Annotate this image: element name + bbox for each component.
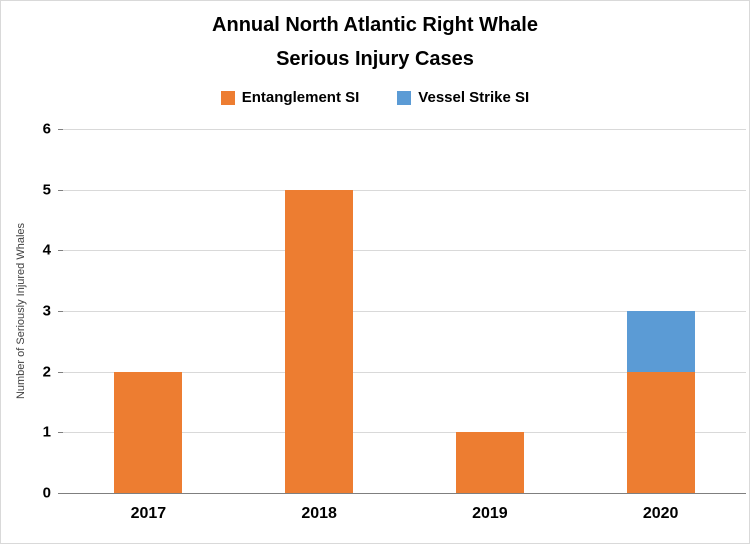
y-tick-label-0: 0 [42,484,51,502]
plot-area [63,129,746,494]
legend: Entanglement SI Vessel Strike SI [1,89,749,106]
x-label-2020: 2020 [642,505,679,522]
x-label-2018: 2018 [301,505,337,522]
y-tick-label-6: 6 [42,120,51,138]
gridline-y-6 [63,129,746,130]
y-tick-mark-4 [58,250,63,252]
y-tick-label-1: 1 [42,423,51,441]
y-tick-mark-0 [58,493,63,494]
legend-label-vessel-strike: Vessel Strike SI [418,89,530,106]
gridline-y-5 [63,189,746,191]
gridline-y-3 [63,311,746,312]
x-axis: 2017 2018 2019 2020 [63,505,746,531]
gridline-y-1 [63,432,746,434]
legend-item-entanglement: Entanglement SI [220,89,360,106]
gridline-y-4 [63,250,746,252]
y-tick-label-2: 2 [42,363,51,381]
bar-2020-vessel-strike-si [626,311,695,372]
gridline-y-2 [63,371,746,373]
y-tick-label-5: 5 [42,181,51,199]
y-tick-mark-2 [58,371,63,373]
bar-2019-entanglement-si [455,432,524,493]
x-label-2019: 2019 [472,505,508,522]
y-axis: 0 1 2 3 4 5 6 [1,122,63,501]
chart-title-line1: Annual North Atlantic Right Whale [212,14,538,36]
legend-swatch-entanglement-icon [220,90,235,105]
y-tick-label-3: 3 [42,302,51,320]
bar-2020-entanglement-si [626,371,695,493]
legend-item-vessel-strike: Vessel Strike SI [397,89,529,106]
y-tick-label-4: 4 [42,241,51,259]
bar-2018-entanglement-si [285,189,354,493]
bar-2017-entanglement-si [114,371,183,493]
y-tick-mark-6 [58,129,63,130]
y-tick-mark-5 [58,189,63,191]
legend-swatch-vessel-strike-icon [397,90,412,105]
y-tick-mark-3 [58,311,63,312]
y-tick-mark-1 [58,432,63,434]
chart-title-line2: Serious Injury Cases [276,48,474,70]
x-label-2017: 2017 [130,505,167,522]
legend-label-entanglement: Entanglement SI [241,89,360,106]
